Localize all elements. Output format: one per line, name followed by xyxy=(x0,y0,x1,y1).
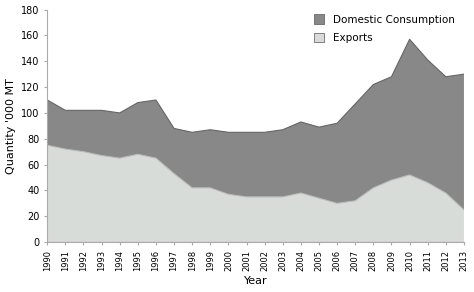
Legend: Domestic Consumption, Exports: Domestic Consumption, Exports xyxy=(310,10,459,47)
Y-axis label: Quantity '000 MT: Quantity '000 MT xyxy=(6,78,16,174)
X-axis label: Year: Year xyxy=(244,277,267,286)
